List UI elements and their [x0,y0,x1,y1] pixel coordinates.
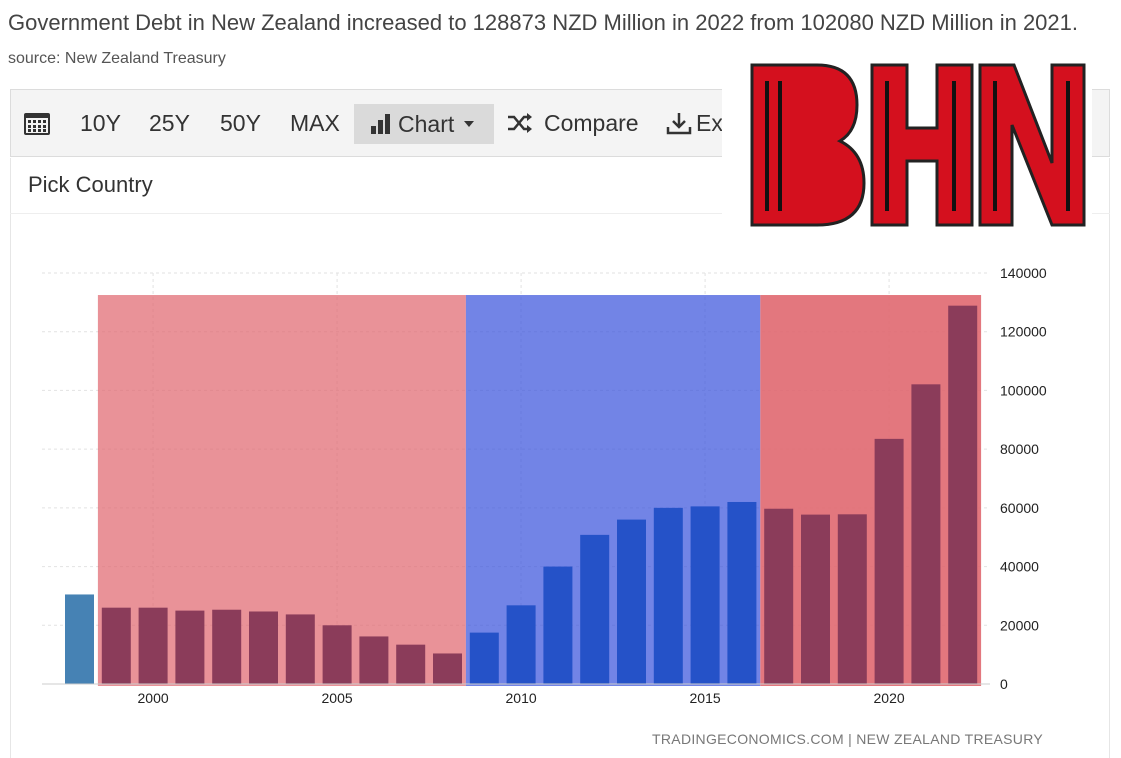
y-tick-label: 20000 [1000,617,1039,633]
bar-1998 [65,594,94,684]
y-tick-label: 40000 [1000,559,1039,575]
bar-2005 [322,625,352,684]
bar-2020 [874,438,904,684]
x-tick-label: 2020 [874,690,905,706]
bar-2019 [837,514,867,684]
bar-2014 [653,507,683,684]
x-tick-label: 2005 [322,690,353,706]
bhn-logo [722,53,1092,236]
chart-panel [10,158,1110,758]
headline-text: Government Debt in New Zealand increased… [8,10,1078,35]
bar-2013 [617,519,646,684]
y-tick-label: 120000 [1000,324,1047,340]
bar-1999 [101,607,131,684]
y-tick-label: 0 [1000,676,1008,692]
download-icon [666,113,692,135]
bar-2012 [580,534,610,684]
chevron-down-icon [464,121,475,127]
recession-band-2 [760,295,982,686]
x-tick-label: 2010 [506,690,537,706]
chart-toolbar: 10Y 25Y 50Y MAX Chart Compare Export [10,89,1110,157]
bar-2017 [764,508,794,684]
range-10y-button[interactable]: 10Y [80,109,121,136]
range-50y-button[interactable]: 50Y [220,109,261,136]
compare-label: Compare [544,109,639,136]
bar-2003 [249,611,278,684]
bar-2010 [506,605,536,684]
pick-country-button[interactable]: Pick Country [28,172,153,197]
range-max-button[interactable]: MAX [290,109,340,136]
bar-2008 [433,653,462,684]
chart-type-dropdown[interactable]: Chart [354,104,494,144]
bar-2015 [690,506,720,684]
shuffle-icon [508,113,532,133]
panel-divider [10,213,1110,214]
x-tick-label: 2000 [138,690,169,706]
bar-2000 [138,607,168,684]
bar-2004 [285,614,315,684]
bar-2001 [175,610,205,684]
bar-2007 [396,644,426,684]
headline-source: source: New Zealand Treasury [8,50,226,67]
bar-2011 [543,566,573,684]
bar-2009 [469,632,499,684]
y-tick-label: 140000 [1000,265,1047,281]
bar-2002 [212,609,242,684]
y-tick-label: 100000 [1000,382,1047,398]
y-tick-label: 80000 [1000,441,1039,457]
chart-credit: TRADINGECONOMICS.COM | NEW ZEALAND TREAS… [652,731,1043,747]
bar-2016 [727,501,757,684]
chart-type-label: Chart [398,110,455,137]
range-25y-button[interactable]: 25Y [149,109,190,136]
bar-2021 [911,384,941,684]
bar-2018 [801,514,830,684]
bar-2006 [359,636,389,684]
bar-2022 [948,305,978,684]
y-tick-label: 60000 [1000,500,1039,516]
compare-button[interactable]: Compare [506,90,639,156]
bar-chart-icon [371,114,390,134]
chart-headline: Government Debt in New Zealand increased… [8,6,1116,75]
calendar-icon[interactable] [23,90,51,156]
x-tick-label: 2015 [690,690,721,706]
